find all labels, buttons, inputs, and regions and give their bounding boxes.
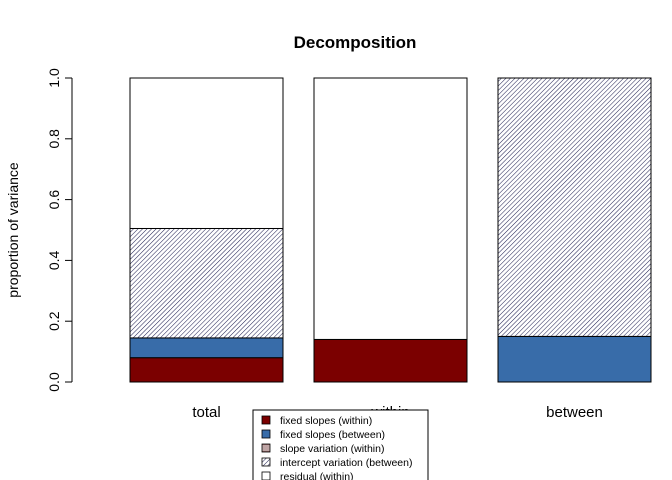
legend-swatch xyxy=(261,471,271,480)
y-tick-label: 1.0 xyxy=(46,68,62,88)
category-label: total xyxy=(192,404,220,421)
bar-segment xyxy=(129,77,284,229)
y-axis: 0.0 0.2 0.4 0.6 0.8 1.0 xyxy=(46,68,73,392)
bar-segment xyxy=(129,357,284,383)
legend-swatch xyxy=(261,429,271,439)
y-axis-label: proportion of variance xyxy=(5,162,21,298)
legend-label: slope variation (within) xyxy=(280,443,384,455)
bar-segment xyxy=(313,338,468,383)
y-tick-label: 0.6 xyxy=(46,190,62,210)
legend-label: residual (within) xyxy=(280,471,354,480)
chart-title: Decomposition xyxy=(294,33,417,52)
y-tick-label: 0.8 xyxy=(46,129,62,149)
category-label: between xyxy=(546,404,603,421)
legend-label: fixed slopes (within) xyxy=(280,415,372,427)
bar-segment xyxy=(497,335,652,383)
bar-segment xyxy=(497,77,652,337)
legend-box xyxy=(252,409,429,480)
bars-group xyxy=(129,77,652,383)
legend-swatch xyxy=(261,415,271,425)
legend-swatch xyxy=(261,443,271,453)
legend-swatch xyxy=(261,457,271,467)
y-tick-label: 0.0 xyxy=(46,372,62,392)
bar-segment xyxy=(129,337,284,359)
y-tick-label: 0.2 xyxy=(46,311,62,331)
y-tick-label: 0.4 xyxy=(46,250,62,270)
legend-label: fixed slopes (between) xyxy=(280,429,385,441)
legend: fixed slopes (within) fixed slopes (betwe… xyxy=(252,409,429,480)
bar-segment xyxy=(313,77,468,340)
legend-label: intercept variation (between) xyxy=(280,457,413,469)
bar-segment xyxy=(129,227,284,339)
